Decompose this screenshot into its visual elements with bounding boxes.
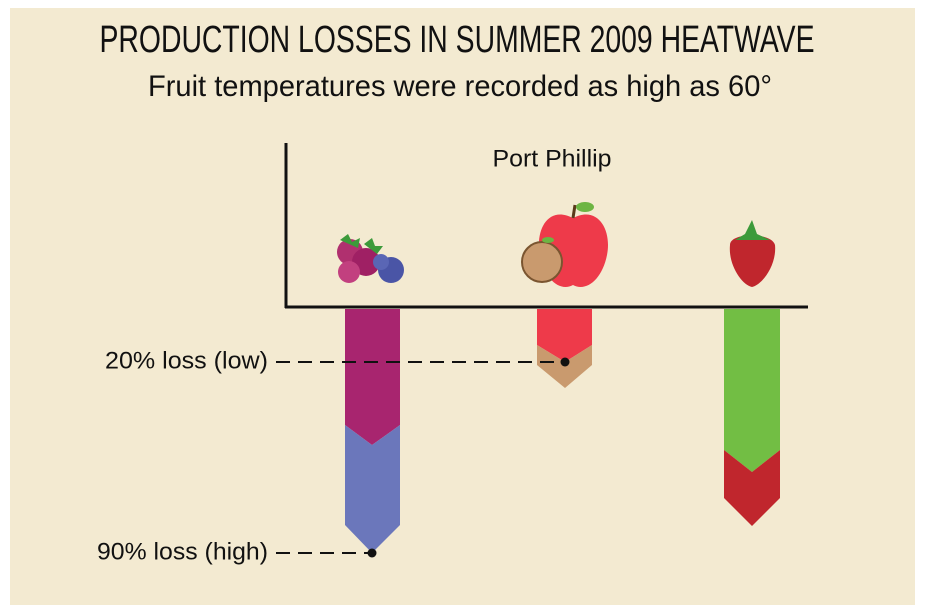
- bar-high: [724, 450, 780, 526]
- strawberry-icon: [729, 220, 776, 287]
- leader-dot: [367, 548, 377, 558]
- bar-high: [345, 425, 400, 553]
- bar-high: [537, 345, 592, 388]
- apple-bar: [537, 309, 592, 388]
- apple-icon: [521, 202, 609, 287]
- strawberry-bar: [724, 309, 780, 526]
- bar-low: [345, 309, 400, 445]
- annotation-low: 20% loss (low): [105, 347, 268, 374]
- berries-icon: [337, 234, 404, 283]
- title: PRODUCTION LOSSES IN SUMMER 2009 HEATWAV…: [100, 19, 815, 61]
- subtitle: Fruit temperatures were recorded as high…: [148, 70, 772, 103]
- high-leader: [276, 548, 377, 558]
- bar-low: [724, 309, 780, 472]
- berry-bar: [345, 309, 400, 553]
- low-leader: [276, 357, 570, 367]
- bar-low: [537, 309, 592, 362]
- leader-dot: [560, 357, 570, 367]
- region-label: Port Phillip: [493, 145, 612, 172]
- annotation-high: 90% loss (high): [97, 538, 268, 565]
